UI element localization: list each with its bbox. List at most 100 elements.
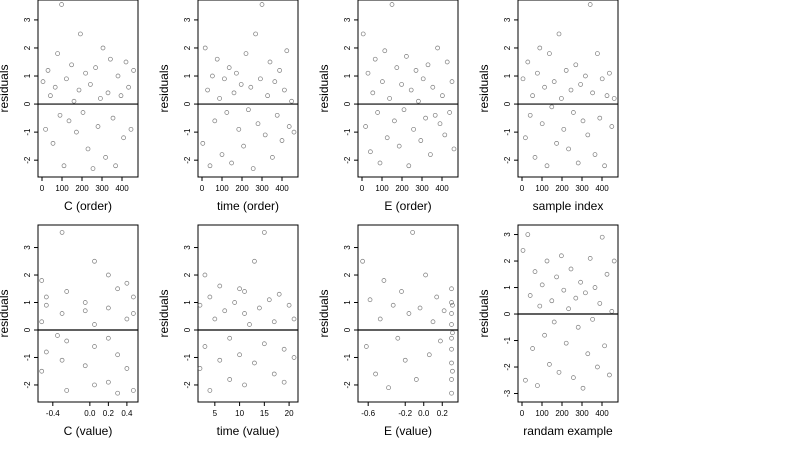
point [373, 371, 378, 377]
point [571, 375, 576, 380]
point [252, 258, 257, 264]
point [449, 335, 454, 341]
point [271, 319, 277, 325]
point [417, 305, 423, 311]
point [123, 59, 129, 65]
point [449, 377, 454, 382]
y-tick-label: 2 [23, 272, 32, 277]
y-tick-label: 1 [503, 73, 512, 78]
point [408, 87, 414, 93]
point [106, 272, 111, 278]
point [247, 322, 252, 327]
point [282, 87, 287, 93]
y-tick-label: -2 [343, 156, 352, 164]
y-axis-label: residuals [317, 289, 331, 337]
point [69, 62, 74, 68]
point [43, 349, 49, 355]
plot-frame [197, 0, 299, 178]
x-tick-label: 100 [55, 184, 69, 193]
x-axis-label: E (order) [384, 199, 431, 213]
point [76, 87, 82, 93]
point [214, 56, 220, 62]
point [556, 369, 562, 375]
x-tick-label: 15 [260, 409, 269, 418]
point [549, 104, 555, 110]
point [607, 372, 612, 378]
point [551, 79, 557, 84]
y-tick-label: 2 [503, 258, 512, 263]
point [64, 388, 70, 393]
point [248, 84, 254, 90]
point [573, 62, 579, 68]
y-axis-label: residuals [157, 64, 171, 112]
point [423, 272, 428, 278]
x-axis-label: time (value) [217, 424, 280, 438]
y-tick-label: 3 [503, 17, 512, 22]
point [237, 352, 242, 358]
point [437, 121, 443, 127]
y-tick-label: 1 [343, 300, 352, 305]
x-tick-label: 0.0 [84, 409, 96, 418]
x-tick-label: 0.4 [121, 409, 133, 418]
point [124, 316, 130, 322]
point [64, 289, 70, 294]
point [447, 110, 452, 115]
point [430, 84, 436, 90]
point [80, 110, 86, 115]
point [82, 363, 88, 369]
y-tick-label: 2 [503, 45, 512, 50]
point [252, 360, 257, 366]
point [43, 302, 49, 308]
x-tick-label: 200 [235, 184, 249, 193]
point [402, 357, 408, 363]
point [363, 344, 369, 349]
point [291, 129, 297, 135]
y-tick-label: -2 [23, 381, 32, 389]
point [242, 311, 247, 316]
point [556, 31, 562, 37]
point [202, 45, 208, 51]
point [450, 368, 455, 374]
point [451, 146, 457, 152]
point [115, 352, 120, 358]
point [93, 65, 98, 70]
point [399, 289, 404, 294]
y-tick-label: 1 [183, 300, 192, 305]
point [238, 82, 244, 87]
point [442, 132, 448, 138]
point [257, 305, 262, 311]
point [580, 118, 586, 124]
point [449, 286, 454, 292]
x-axis-label: sample index [533, 199, 604, 213]
point [39, 319, 45, 325]
point [365, 70, 371, 76]
point [202, 272, 208, 278]
point [243, 51, 249, 56]
point [43, 294, 49, 300]
y-tick-label: 3 [23, 245, 32, 250]
y-tick-label: -1 [23, 128, 32, 136]
point [384, 135, 390, 141]
x-tick-label: -0.4 [46, 409, 60, 418]
point [360, 31, 366, 37]
plot-frame [197, 224, 299, 403]
point [532, 269, 538, 274]
point [291, 355, 297, 360]
point [544, 163, 550, 169]
point [449, 390, 454, 396]
point [118, 93, 124, 99]
point [231, 90, 237, 96]
y-tick-label: 3 [23, 17, 32, 22]
point [197, 302, 203, 308]
point [425, 62, 431, 68]
point [420, 76, 426, 82]
point [595, 364, 600, 370]
point [291, 316, 297, 322]
point [542, 332, 547, 338]
y-tick-label: -3 [503, 389, 512, 397]
x-tick-label: 100 [535, 409, 549, 418]
point [525, 232, 531, 237]
point [604, 271, 610, 277]
point [599, 234, 605, 240]
